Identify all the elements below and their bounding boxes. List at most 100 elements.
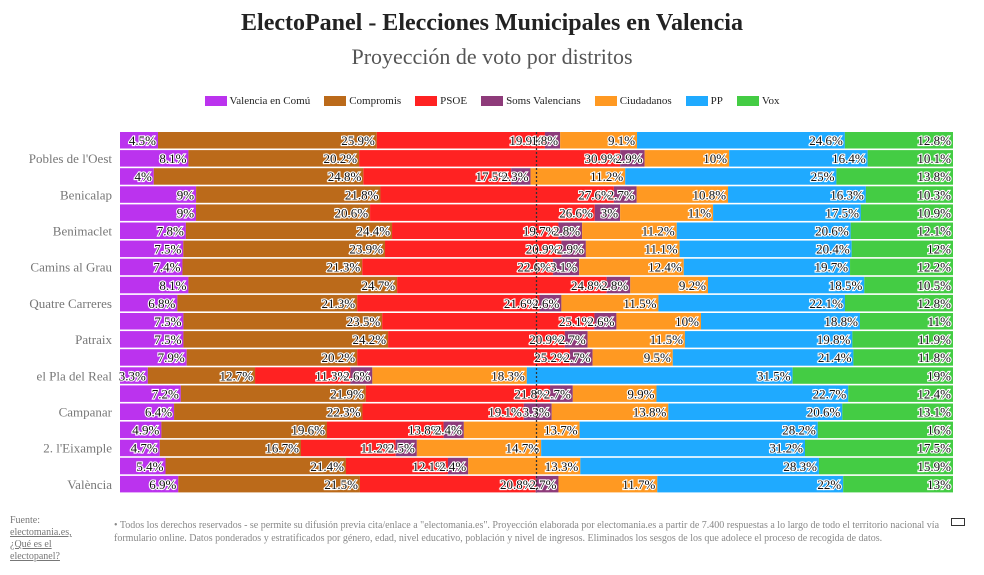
bar-segment [683,258,851,276]
data-label: 10% [703,151,727,166]
bar-segment [120,457,166,475]
bar-segment [183,313,383,330]
data-label: 21.8% [345,187,379,202]
legend-item[interactable]: Compromis [324,95,401,107]
data-label: 18.8% [824,314,858,329]
bar-segment [180,385,366,402]
data-label: 7.4% [153,260,180,275]
bar-segment [561,240,586,258]
bar-segment [120,403,175,420]
data-label: 7.2% [152,386,179,401]
bar-segment [523,403,552,420]
bar-segment [530,168,626,185]
data-label: 2.7% [544,386,571,401]
data-label: 16.3% [830,187,864,202]
data-label: 2.3% [501,169,528,184]
data-label: 9.9% [627,386,654,401]
legend-item[interactable]: Vox [736,95,779,107]
legend-swatch [415,96,438,106]
bar-segment [120,294,178,312]
legend-item[interactable]: Valencia en Comú [204,95,311,107]
legend-item[interactable]: Ciudadanos [594,95,672,107]
bar-segment [326,421,444,439]
bar-segment [120,367,148,384]
bar-segment [177,294,358,312]
y-tick-label: València [67,477,112,492]
bar-segment [357,349,570,366]
bar-segment [147,367,256,384]
data-label: 22% [817,477,841,492]
data-label: 13.8% [408,423,442,438]
data-label: 2.4% [435,423,462,438]
bar-segment [370,204,595,221]
data-label: 7.8% [157,224,184,239]
y-tick-label: Benicalap [60,187,112,202]
legend-item[interactable]: PP [685,95,723,107]
bar-segment [818,457,953,475]
data-label: 12.7% [219,368,253,383]
data-label: 10.9% [917,205,951,220]
data-label: 21.6% [504,296,538,311]
bar-segment [392,222,559,239]
data-label: 2.6% [532,296,559,311]
bar-segment [852,331,953,348]
legend-swatch [736,96,759,106]
bar-segment [120,421,162,439]
data-label: 16.7% [265,441,299,456]
data-label: 9.5% [644,350,671,365]
data-label: 2.4% [439,459,466,474]
bar-segment [535,475,559,493]
data-label: 18.3% [491,368,525,383]
bar-segment [620,150,645,167]
bar-segment [159,439,301,457]
bar-segment [859,313,953,330]
bar-segment [174,403,363,420]
footer-note: • Todos los derechos reservados - se per… [114,520,940,544]
bar-segment [120,132,159,149]
data-label: 6.8% [148,296,175,311]
bar-segment [843,475,953,493]
bar-segment [551,403,669,420]
data-label: 4% [134,169,152,184]
bar-segment [541,439,806,457]
bar-segment [644,150,730,167]
bar-segment [657,475,844,493]
data-label: 7.9% [158,350,185,365]
what-is-electopanel-link[interactable]: ¿Qué es el electopanel? [10,539,60,562]
menu-icon[interactable] [951,518,965,526]
bar-segment [183,331,389,348]
bar-segment [120,385,181,402]
legend-label: Valencia en Comú [229,95,311,107]
data-label: 20.2% [323,151,357,166]
bar-segment [183,240,386,258]
data-label: 8.1% [159,278,186,293]
bar-segment [186,349,358,366]
legend-swatch [685,96,708,106]
source-link[interactable]: electomania.es, [10,527,72,538]
data-label: 2.7% [559,332,586,347]
bar-segment [620,204,714,221]
data-label: 7.5% [154,332,181,347]
data-label: 28.2% [782,423,816,438]
data-label: 21.3% [322,296,356,311]
bar-segment [185,222,393,239]
y-tick-label: 2. l'Eixample [43,441,112,456]
bar-segment [656,385,849,402]
data-label: 24.6% [809,133,843,148]
y-tick-label: el Pla del Real [37,368,113,383]
data-label: 12% [927,242,951,257]
data-label: 9% [177,187,195,202]
data-label: 19.6% [291,423,325,438]
bar-segment [558,475,658,493]
data-label: 20.8% [500,477,534,492]
data-label: 12.4% [648,260,682,275]
bar-segment [362,403,524,420]
data-label: 26.6% [559,205,593,220]
legend-item[interactable]: PSOE [415,95,467,107]
data-label: 13% [927,477,951,492]
data-label: 19% [927,368,951,383]
bar-segment [120,222,186,239]
legend-item[interactable]: Soms Valencians [481,95,581,107]
data-label: 20.9% [529,332,563,347]
bar-segment [844,132,953,149]
